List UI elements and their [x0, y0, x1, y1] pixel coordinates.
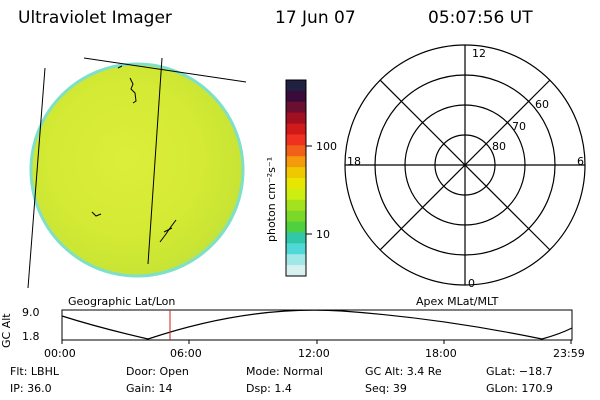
- orbit-ytick-low: 1.8: [22, 330, 40, 343]
- colorbar-segment: [286, 123, 306, 136]
- colorbar-segment: [286, 199, 306, 212]
- info-dsp: Dsp: 1.4: [246, 382, 292, 395]
- colorbar-segment: [286, 243, 306, 255]
- polar-meridian: [379, 79, 551, 251]
- info-ip: IP: 36.0: [10, 382, 52, 395]
- mlt-label-0: 0: [468, 277, 475, 290]
- mlt-label-12: 12: [472, 47, 486, 60]
- orbit-altitude-curve: [61, 309, 573, 340]
- app-title: Ultraviolet Imager: [18, 8, 172, 28]
- orbit-ytick-high: 9.0: [22, 306, 40, 319]
- colorbar-segment: [286, 254, 306, 266]
- orbit-xtick-1800: 18:00: [425, 347, 457, 360]
- colorbar-unit-label: photon cm⁻²s⁻¹: [265, 156, 278, 242]
- mlat-label-60: 60: [535, 98, 549, 111]
- orbit-xtick-1200: 12:00: [298, 347, 330, 360]
- orbit-left-title: Geographic Lat/Lon: [68, 295, 176, 308]
- mlat-label-80: 80: [492, 140, 506, 153]
- colorbar-segment: [286, 90, 306, 103]
- colorbar-segment: [286, 210, 306, 223]
- colorbar-segment: [286, 101, 306, 114]
- mlt-label-18: 18: [347, 155, 361, 168]
- graticule-line: [27, 67, 46, 289]
- coastline: [117, 65, 123, 69]
- colorbar-segment: [286, 178, 306, 190]
- colorbar-frame: [285, 79, 307, 277]
- graticule-line: [83, 57, 247, 83]
- orbit-xtick-0000: 00:00: [44, 347, 76, 360]
- info-glon: GLon: 170.9: [486, 382, 553, 395]
- info-seq: Seq: 39: [365, 382, 407, 395]
- orbit-xtick-2359: 23:59: [553, 347, 585, 360]
- colorbar-segment: [286, 112, 306, 125]
- colorbar-segment: [286, 188, 306, 201]
- colorbar-tick-label-10: 10: [316, 228, 330, 241]
- colorbar-segment: [286, 167, 306, 179]
- info-glat: GLat: −18.7: [486, 365, 553, 378]
- orbit-right-title: Apex MLat/MLT: [416, 295, 499, 308]
- info-door: Door: Open: [126, 365, 189, 378]
- colorbar-segment: [286, 232, 306, 244]
- colorbar-segment: [286, 80, 306, 92]
- colorbar: [285, 79, 307, 277]
- orbit-frame: [61, 309, 573, 341]
- mlt-label-6: 6: [577, 155, 584, 168]
- orbit-xtick-0600: 06:00: [170, 347, 202, 360]
- coastline: [163, 227, 173, 233]
- colorbar-segment: [286, 134, 306, 146]
- coastline: [159, 219, 177, 243]
- info-gain: Gain: 14: [126, 382, 173, 395]
- coastline: [91, 211, 102, 217]
- earth-disk: [29, 62, 245, 278]
- graticule-line: [147, 57, 163, 265]
- colorbar-tick-label-100: 100: [316, 140, 337, 153]
- info-gc-alt: GC Alt: 3.4 Re: [365, 365, 442, 378]
- colorbar-segment: [286, 265, 306, 277]
- info-mode: Mode: Normal: [246, 365, 323, 378]
- info-filter: Flt: LBHL: [10, 365, 59, 378]
- uv-earth-image: [27, 57, 247, 289]
- coastline: [129, 77, 137, 104]
- orbit-plot: [61, 309, 573, 344]
- orbit-ylabel: GC Alt: [0, 313, 13, 348]
- mlat-label-70: 70: [512, 120, 526, 133]
- polar-plot: [344, 44, 586, 286]
- time-readout: 05:07:56 UT: [428, 8, 533, 28]
- colorbar-segment: [286, 145, 306, 157]
- colorbar-segment: [286, 221, 306, 234]
- date-readout: 17 Jun 07: [275, 8, 356, 28]
- colorbar-segment: [286, 156, 306, 168]
